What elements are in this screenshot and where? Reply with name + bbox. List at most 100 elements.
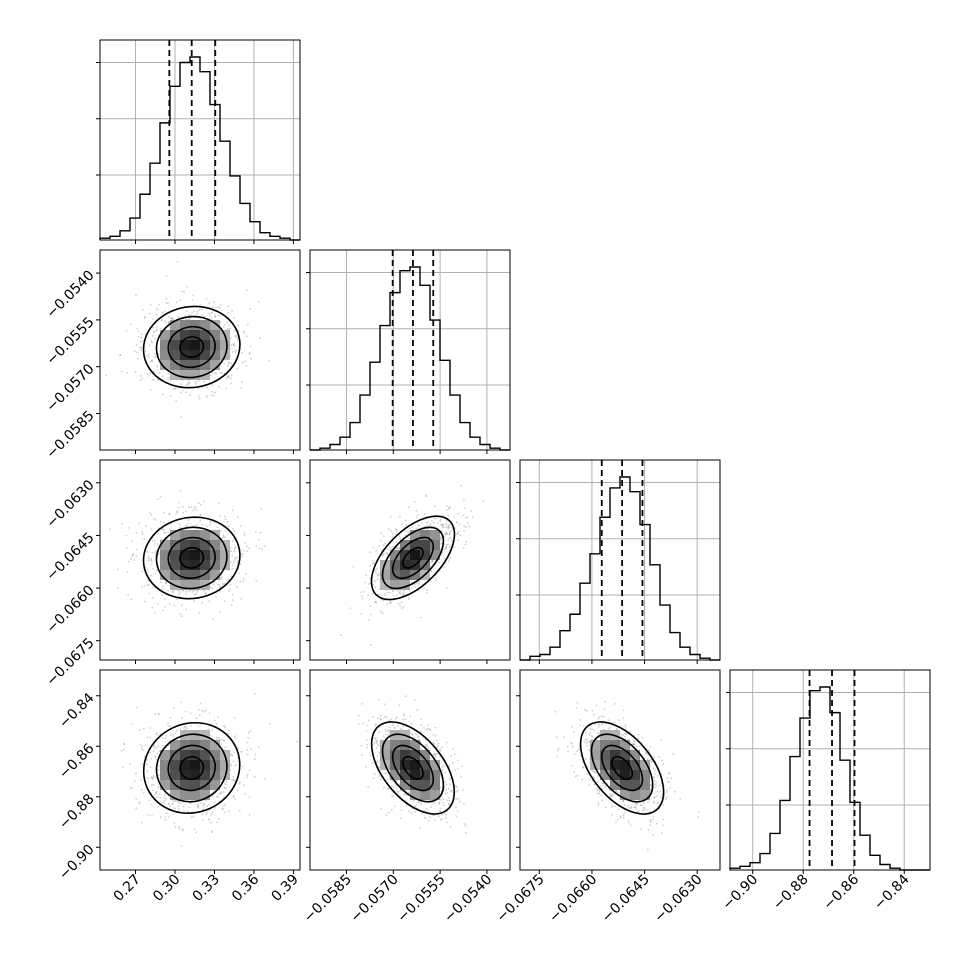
sample-point	[248, 813, 251, 816]
sample-point	[230, 604, 233, 606]
sample-point	[121, 522, 123, 525]
sample-point	[229, 583, 232, 586]
sample-point	[387, 733, 389, 736]
sample-point	[617, 818, 620, 821]
contour-level-4	[370, 721, 456, 815]
sample-point	[164, 532, 167, 534]
sample-point	[445, 524, 448, 526]
density-cell	[190, 360, 200, 370]
sample-point	[365, 765, 368, 768]
sample-point	[201, 308, 204, 311]
sample-point	[417, 735, 420, 738]
density-cell	[210, 540, 220, 550]
sample-point	[188, 381, 191, 384]
sample-point	[371, 592, 374, 595]
sample-point	[211, 831, 213, 834]
sample-point	[135, 772, 137, 775]
sample-point	[190, 506, 193, 508]
sample-point	[159, 495, 162, 498]
panel-frame	[729, 669, 931, 871]
sample-point	[151, 378, 154, 381]
sample-point	[155, 758, 158, 761]
sample-point	[179, 490, 182, 493]
sample-point	[150, 757, 153, 760]
sample-point	[195, 380, 198, 383]
sample-point	[452, 748, 454, 750]
sample-point	[218, 586, 221, 589]
sample-point	[153, 543, 156, 545]
sample-point	[145, 763, 148, 766]
sample-point	[195, 509, 198, 511]
sample-point	[389, 515, 392, 518]
sample-point	[172, 388, 175, 390]
sample-point	[167, 321, 170, 324]
sample-point	[444, 817, 447, 819]
sample-point	[400, 728, 402, 731]
sample-point	[150, 574, 153, 577]
sample-point	[419, 748, 422, 750]
sample-point	[357, 723, 360, 725]
sample-point	[187, 519, 190, 521]
sample-point	[379, 532, 382, 534]
sample-point	[141, 586, 144, 588]
sample-point	[192, 310, 195, 312]
sample-point	[459, 534, 462, 537]
sample-point	[195, 524, 198, 526]
contour-level-2	[167, 325, 216, 369]
sample-point	[415, 516, 418, 519]
sample-point	[141, 570, 144, 573]
sample-point	[383, 592, 386, 595]
sample-point	[379, 726, 381, 729]
sample-point	[383, 543, 386, 545]
sample-point	[201, 523, 204, 526]
sample-point	[215, 372, 217, 375]
density-cell	[160, 330, 170, 340]
density-cell	[180, 750, 190, 760]
sample-point	[460, 765, 463, 767]
sample-point	[180, 604, 183, 607]
sample-point	[229, 546, 232, 549]
sample-point	[232, 344, 235, 346]
density-cell	[220, 340, 230, 350]
sample-point	[257, 300, 260, 303]
sample-point	[165, 302, 168, 305]
sample-point	[435, 752, 438, 755]
sample-point	[357, 714, 360, 717]
sample-point	[143, 755, 146, 758]
density-cell	[410, 760, 420, 770]
sample-point	[193, 600, 196, 603]
sample-point	[177, 801, 180, 804]
sample-point	[215, 722, 218, 725]
sample-point	[246, 289, 248, 292]
sample-point	[224, 536, 227, 539]
sample-point	[259, 337, 261, 340]
sample-point	[431, 559, 434, 562]
sample-point	[408, 791, 411, 794]
sample-point	[212, 789, 215, 792]
sample-point	[238, 782, 241, 785]
sample-point	[131, 555, 134, 558]
sample-point	[188, 506, 191, 509]
sample-point	[249, 345, 252, 348]
sample-point	[242, 580, 245, 583]
sample-point	[453, 546, 455, 549]
sample-point	[157, 713, 160, 715]
sample-point	[161, 587, 164, 590]
sample-point	[379, 718, 382, 721]
sample-point	[260, 507, 263, 510]
sample-point	[169, 725, 171, 728]
histogram-2	[520, 476, 720, 661]
sample-point	[224, 518, 227, 521]
sample-point	[563, 736, 566, 739]
density-cell	[420, 540, 430, 550]
sample-point	[208, 712, 211, 714]
sample-point	[375, 742, 378, 744]
sample-point	[141, 340, 144, 342]
sample-point	[390, 718, 392, 721]
sample-point	[221, 807, 224, 810]
sample-point	[361, 595, 363, 597]
sample-point	[598, 723, 601, 726]
sample-point	[395, 541, 398, 543]
sample-point	[204, 709, 207, 712]
sample-point	[239, 563, 242, 565]
